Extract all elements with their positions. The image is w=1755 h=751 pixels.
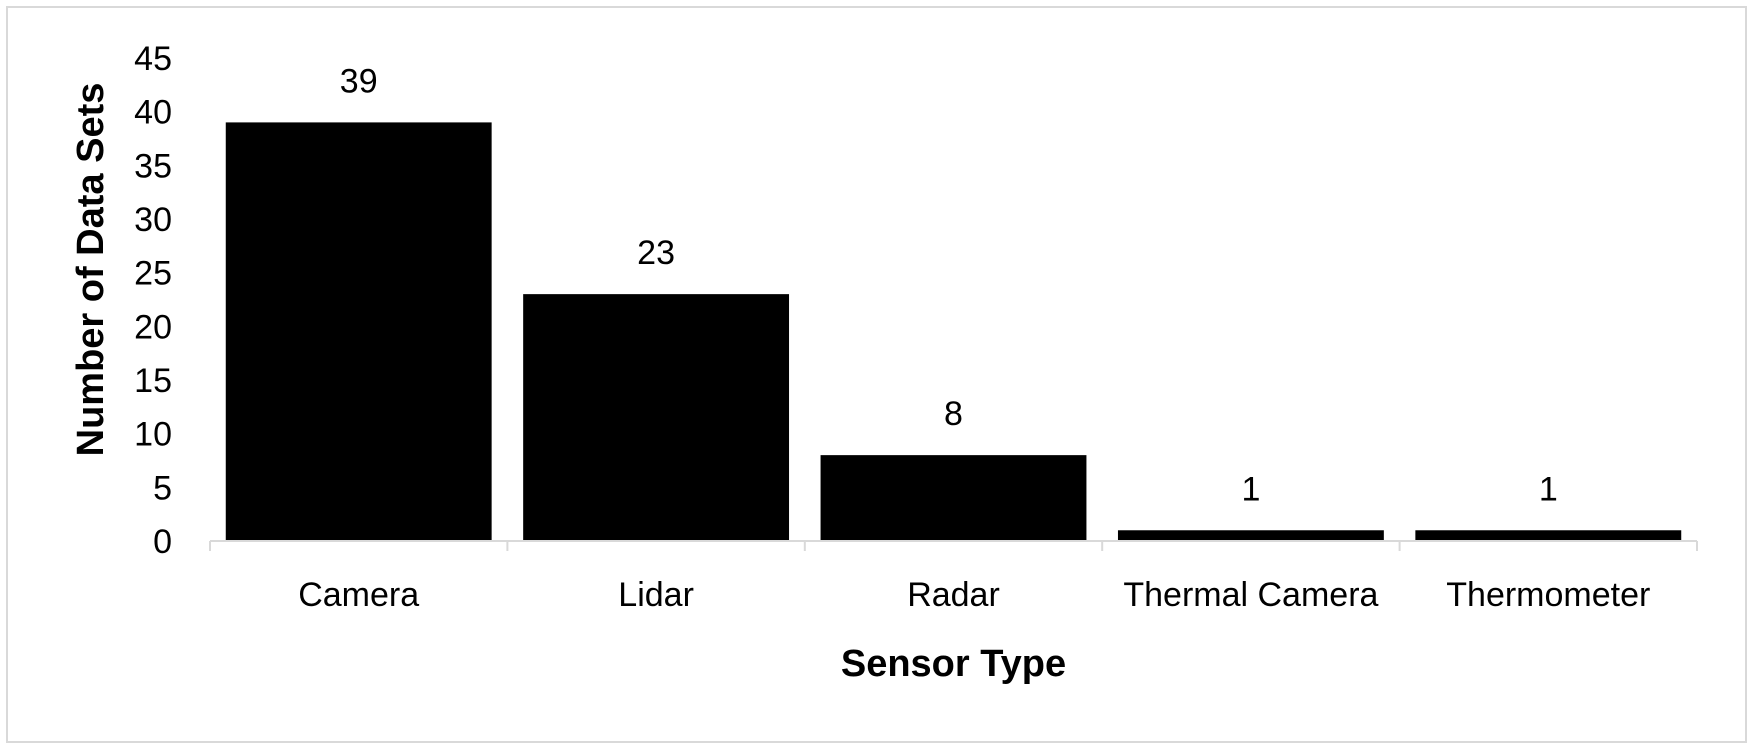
data-labels-group: 39 23 8 1 1 xyxy=(340,62,1558,508)
y-tick-label: 35 xyxy=(134,147,172,185)
y-tick-label: 15 xyxy=(134,362,172,400)
bar-thermometer xyxy=(1415,530,1682,541)
y-tick-label: 40 xyxy=(134,94,172,132)
bar-lidar xyxy=(523,294,790,541)
category-label: Camera xyxy=(298,576,419,614)
y-axis-ticks: 0 5 10 15 20 25 30 35 40 45 xyxy=(134,40,172,561)
category-label: Thermometer xyxy=(1446,576,1650,614)
category-label: Thermal Camera xyxy=(1123,576,1378,614)
bar-radar xyxy=(820,455,1087,541)
y-tick-label: 5 xyxy=(153,469,172,507)
y-tick-label: 10 xyxy=(134,416,172,454)
data-label: 39 xyxy=(340,62,378,100)
bar-camera xyxy=(225,122,492,542)
category-label: Radar xyxy=(907,576,1000,614)
y-tick-label: 45 xyxy=(134,40,172,78)
y-tick-label: 0 xyxy=(153,523,172,561)
data-label: 1 xyxy=(1241,470,1260,508)
x-axis-tick-marks xyxy=(209,541,1698,551)
y-tick-label: 20 xyxy=(134,308,172,346)
y-tick-label: 30 xyxy=(134,201,172,239)
bars-group xyxy=(225,122,1682,542)
data-label: 23 xyxy=(637,234,675,272)
category-label: Lidar xyxy=(618,576,694,614)
y-axis-title: Number of Data Sets xyxy=(70,83,112,457)
data-label: 8 xyxy=(944,395,963,433)
category-labels-group: Camera Lidar Radar Thermal Camera Thermomete… xyxy=(298,576,1650,614)
y-tick-label: 25 xyxy=(134,255,172,293)
data-label: 1 xyxy=(1539,470,1558,508)
bar-thermal-camera xyxy=(1117,530,1384,541)
x-axis-title: Sensor Type xyxy=(841,643,1066,685)
